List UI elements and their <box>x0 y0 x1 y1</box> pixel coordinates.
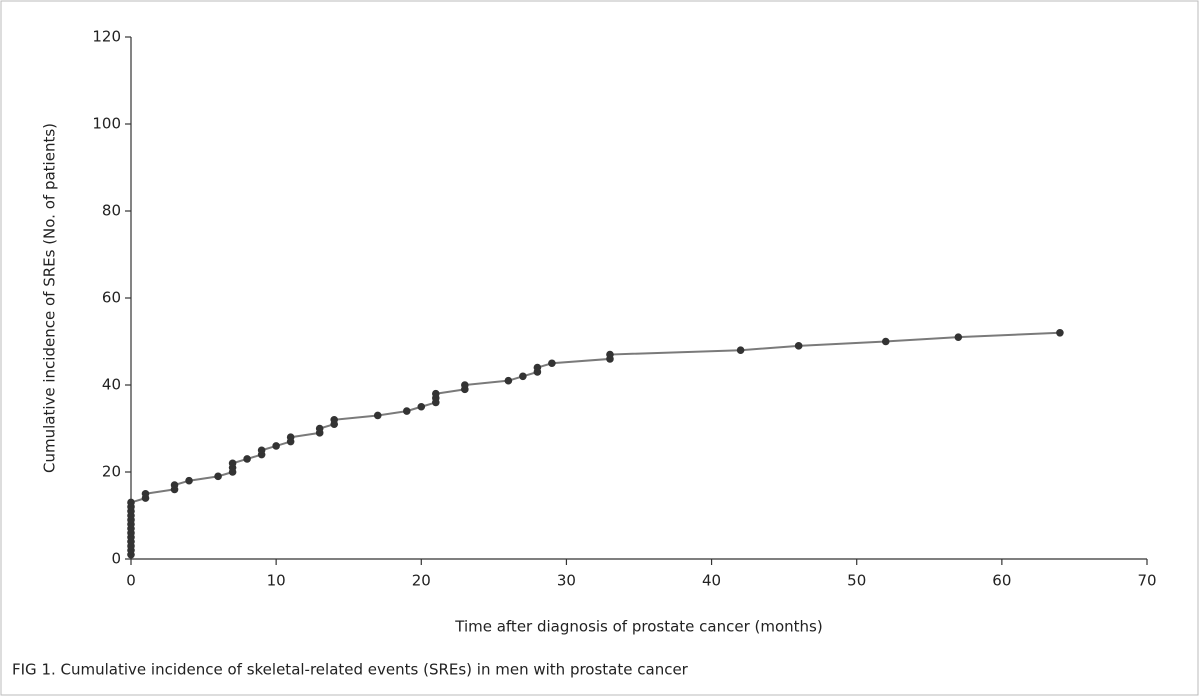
data-point <box>330 416 339 424</box>
data-point <box>286 433 295 442</box>
y-tick-label: 20 <box>102 463 121 481</box>
data-point <box>504 376 513 385</box>
x-tick-label: 30 <box>557 572 576 590</box>
data-point <box>954 333 963 341</box>
x-tick-label: 70 <box>1137 572 1156 590</box>
data-point <box>257 446 266 455</box>
data-point <box>315 424 324 433</box>
caption: FIG 1. Cumulative incidence of skeletal-… <box>12 661 689 679</box>
data-point <box>373 411 382 420</box>
data-point <box>606 350 614 359</box>
data-point <box>170 481 179 489</box>
x-axis-label: Time after diagnosis of prostate cancer … <box>454 618 822 636</box>
data-point <box>141 489 150 498</box>
data-point <box>402 407 411 415</box>
data-line <box>130 331 1060 555</box>
data-point <box>432 389 440 398</box>
y-tick-label: 100 <box>92 115 121 133</box>
x-tick-label: 0 <box>126 572 136 590</box>
data-point <box>548 359 556 368</box>
x-tick-label: 60 <box>992 572 1011 590</box>
data-point <box>185 476 193 485</box>
data-point <box>881 337 890 346</box>
x-tick-label: 40 <box>702 572 721 590</box>
data-point <box>794 342 803 350</box>
data-point <box>228 459 237 468</box>
y-axis-label: Cumulative incidence of SREs (No. of pat… <box>41 123 59 473</box>
data-point <box>1056 329 1064 337</box>
data-point <box>214 472 222 481</box>
y-tick-label: 120 <box>92 28 121 46</box>
x-tick-label: 20 <box>412 572 431 590</box>
data-point <box>272 442 280 450</box>
data-point <box>533 363 542 372</box>
y-tick-label: 60 <box>102 289 121 307</box>
data-point <box>461 381 469 389</box>
x-tick-label: 10 <box>267 572 286 590</box>
y-tick-label: 0 <box>111 550 121 568</box>
data-point <box>243 455 251 463</box>
data-point <box>736 346 745 355</box>
data-point <box>127 498 135 507</box>
data-point <box>417 402 426 411</box>
data-point <box>519 372 527 381</box>
y-tick-label: 80 <box>102 202 121 220</box>
x-tick-label: 50 <box>847 572 866 590</box>
y-tick-label: 40 <box>102 376 121 394</box>
